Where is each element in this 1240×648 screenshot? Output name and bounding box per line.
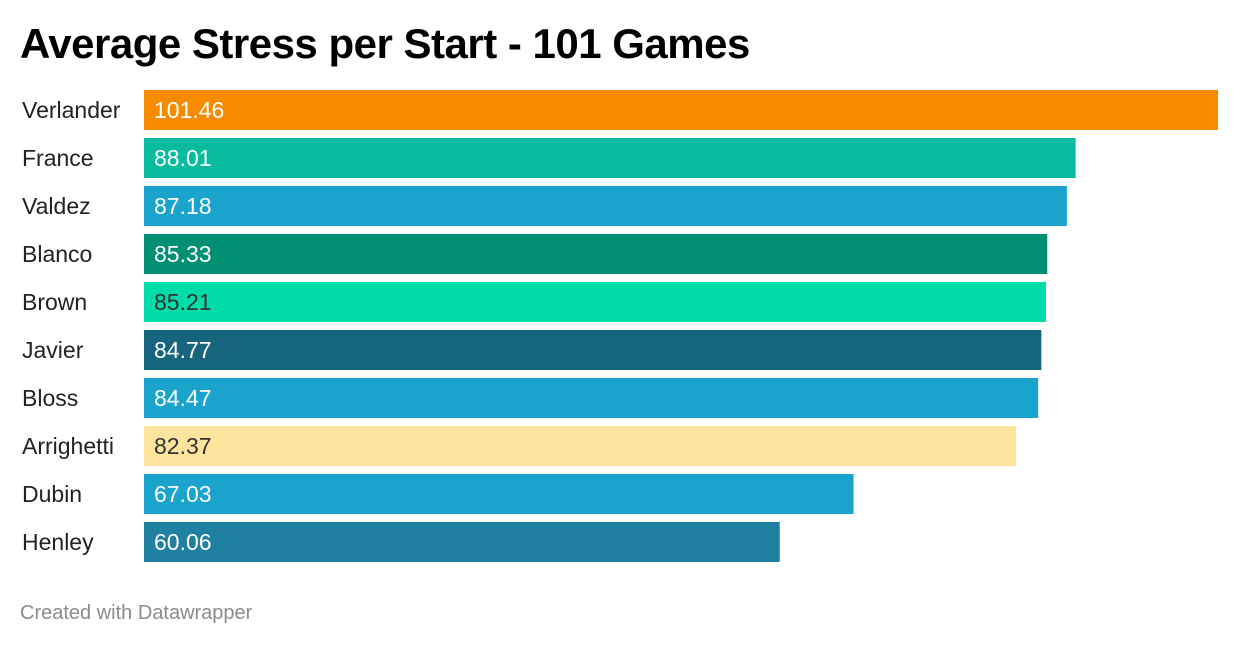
bar-value-label: 87.18 [154, 193, 212, 219]
bar [144, 474, 854, 514]
category-label: Dubin [22, 481, 82, 507]
category-label: Valdez [22, 193, 91, 219]
category-label: Javier [22, 337, 84, 363]
category-label: France [22, 145, 94, 171]
bar-value-label: 85.21 [154, 289, 212, 315]
bar [144, 282, 1046, 322]
chart-title: Average Stress per Start - 101 Games [20, 20, 750, 67]
bar-value-label: 84.77 [154, 337, 212, 363]
bar-value-label: 60.06 [154, 529, 212, 555]
bar [144, 426, 1016, 466]
category-label: Blanco [22, 241, 92, 267]
bar-value-label: 82.37 [154, 433, 212, 459]
bar-value-label: 101.46 [154, 97, 224, 123]
category-label: Brown [22, 289, 87, 315]
bar-value-label: 88.01 [154, 145, 212, 171]
bar [144, 330, 1042, 370]
datawrapper-credit: Created with Datawrapper [20, 602, 253, 624]
bar [144, 186, 1067, 226]
category-label: Henley [22, 529, 94, 555]
bar [144, 234, 1048, 274]
bar-value-label: 67.03 [154, 481, 212, 507]
bar-value-label: 84.47 [154, 385, 212, 411]
category-label: Bloss [22, 385, 78, 411]
bar-value-label: 85.33 [154, 241, 212, 267]
category-label: Verlander [22, 97, 121, 123]
category-label: Arrighetti [22, 433, 114, 459]
bar [144, 138, 1076, 178]
bar [144, 522, 780, 562]
bar [144, 378, 1039, 418]
bar [144, 90, 1218, 130]
